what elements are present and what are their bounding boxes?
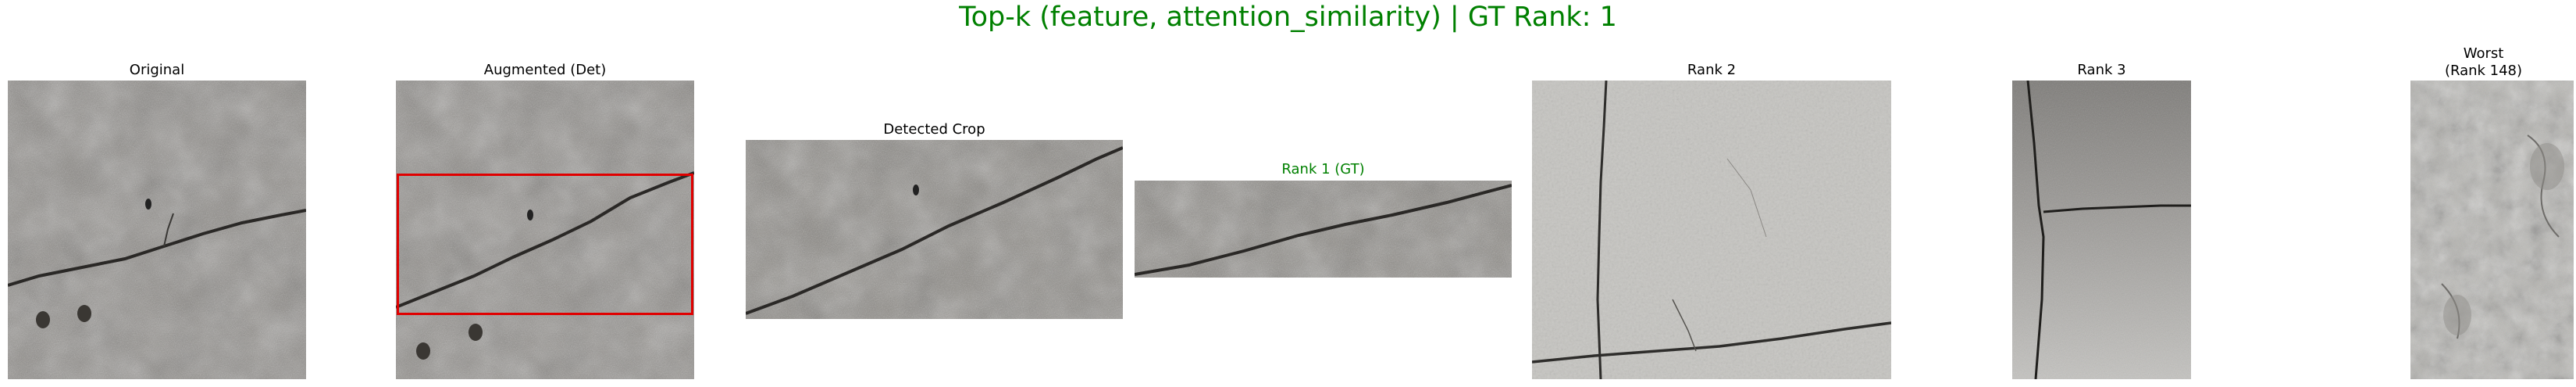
- panel-caption-detected-crop: Detected Crop: [883, 121, 985, 138]
- rank-3-image: [2012, 81, 2191, 379]
- panel-caption-rank-3: Rank 3: [2077, 62, 2126, 78]
- detection-box: [397, 174, 693, 315]
- panel-caption-rank-1: Rank 1 (GT): [1281, 161, 1365, 177]
- original-image: [8, 81, 306, 379]
- panel-caption-augmented: Augmented (Det): [483, 62, 607, 78]
- worst-image: [2410, 81, 2574, 379]
- augmented-image: [396, 81, 694, 379]
- panel-caption-original: Original: [129, 62, 185, 78]
- panel-caption-rank-2: Rank 2: [1687, 62, 1737, 78]
- detected-crop-image: [746, 140, 1123, 319]
- rank-2-image: [1532, 81, 1891, 379]
- rank-1-image: [1135, 181, 1512, 278]
- panel-caption-worst: Worst (Rank 148): [2444, 45, 2523, 79]
- figure-title: Top-k (feature, attention_similarity) | …: [959, 2, 1617, 33]
